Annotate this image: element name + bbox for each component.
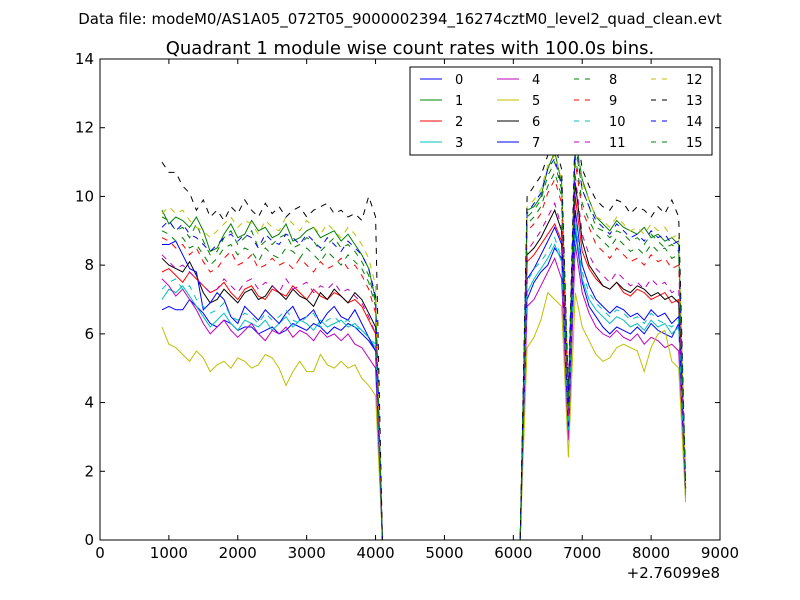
series-line-11 <box>161 175 687 541</box>
x-tick-label: 0 <box>95 544 105 562</box>
legend-label-3: 3 <box>455 136 463 151</box>
y-tick-label: 12 <box>75 119 94 137</box>
axes-frame <box>99 58 721 541</box>
axis-ticks: 0 1000 2000 3000 4000 5000 6000 7000 8000 9000 0 2 4… <box>75 50 739 562</box>
series-line-1 <box>161 137 687 541</box>
series-line-15 <box>161 155 687 541</box>
x-tick-label: 7000 <box>563 544 601 562</box>
legend-label-7: 7 <box>532 136 540 151</box>
legend-label-11: 11 <box>609 136 626 151</box>
legend-label-13: 13 <box>686 94 703 109</box>
series-line-0 <box>161 230 687 541</box>
legend-label-15: 15 <box>686 136 703 151</box>
legend-label-8: 8 <box>609 73 617 88</box>
series-line-10 <box>161 220 687 541</box>
legend-label-10: 10 <box>609 115 626 130</box>
legend-label-4: 4 <box>532 73 540 88</box>
legend-box <box>409 66 713 156</box>
legend-label-6: 6 <box>532 115 540 130</box>
x-offset-label: +2.76099e8 <box>627 564 720 582</box>
x-tick-label: 6000 <box>494 544 532 562</box>
legend-label-14: 14 <box>686 115 703 130</box>
series-line-3 <box>161 223 687 541</box>
y-tick-label: 6 <box>84 325 94 343</box>
series-line-2 <box>161 196 687 541</box>
plot-area: 0 1000 2000 3000 4000 5000 6000 7000 8000 9000 0 2 4… <box>75 50 739 562</box>
x-tick-label: 5000 <box>425 544 463 562</box>
legend-label-2: 2 <box>455 115 463 130</box>
y-tick-label: 2 <box>84 462 94 480</box>
legend-label-5: 5 <box>532 94 540 109</box>
legend-label-12: 12 <box>686 73 703 88</box>
legend-label-0: 0 <box>455 73 463 88</box>
y-tick-label: 0 <box>84 531 94 549</box>
chart-suptitle: Data file: modeM0/AS1A05_072T05_90000023… <box>78 10 722 29</box>
x-tick-label: 2000 <box>219 544 257 562</box>
x-tick-label: 1000 <box>150 544 188 562</box>
series-line-8 <box>161 144 687 541</box>
legend-label-9: 9 <box>609 94 617 109</box>
series-line-12 <box>161 134 687 541</box>
series-line-9 <box>161 162 687 541</box>
x-tick-label: 3000 <box>288 544 326 562</box>
legend-label-1: 1 <box>455 94 463 109</box>
x-tick-label: 9000 <box>701 544 739 562</box>
y-tick-label: 14 <box>75 50 94 68</box>
x-tick-label: 4000 <box>356 544 394 562</box>
y-tick-label: 10 <box>75 187 94 205</box>
series-line-13 <box>161 120 687 541</box>
x-tick-label: 8000 <box>632 544 670 562</box>
y-tick-label: 8 <box>84 256 94 274</box>
series-lines <box>161 120 687 541</box>
series-line-7 <box>162 210 687 541</box>
y-tick-label: 4 <box>84 394 94 412</box>
series-line-5 <box>161 291 687 541</box>
series-line-14 <box>161 141 687 541</box>
chart-title: Quadrant 1 module wise count rates with … <box>166 38 655 59</box>
